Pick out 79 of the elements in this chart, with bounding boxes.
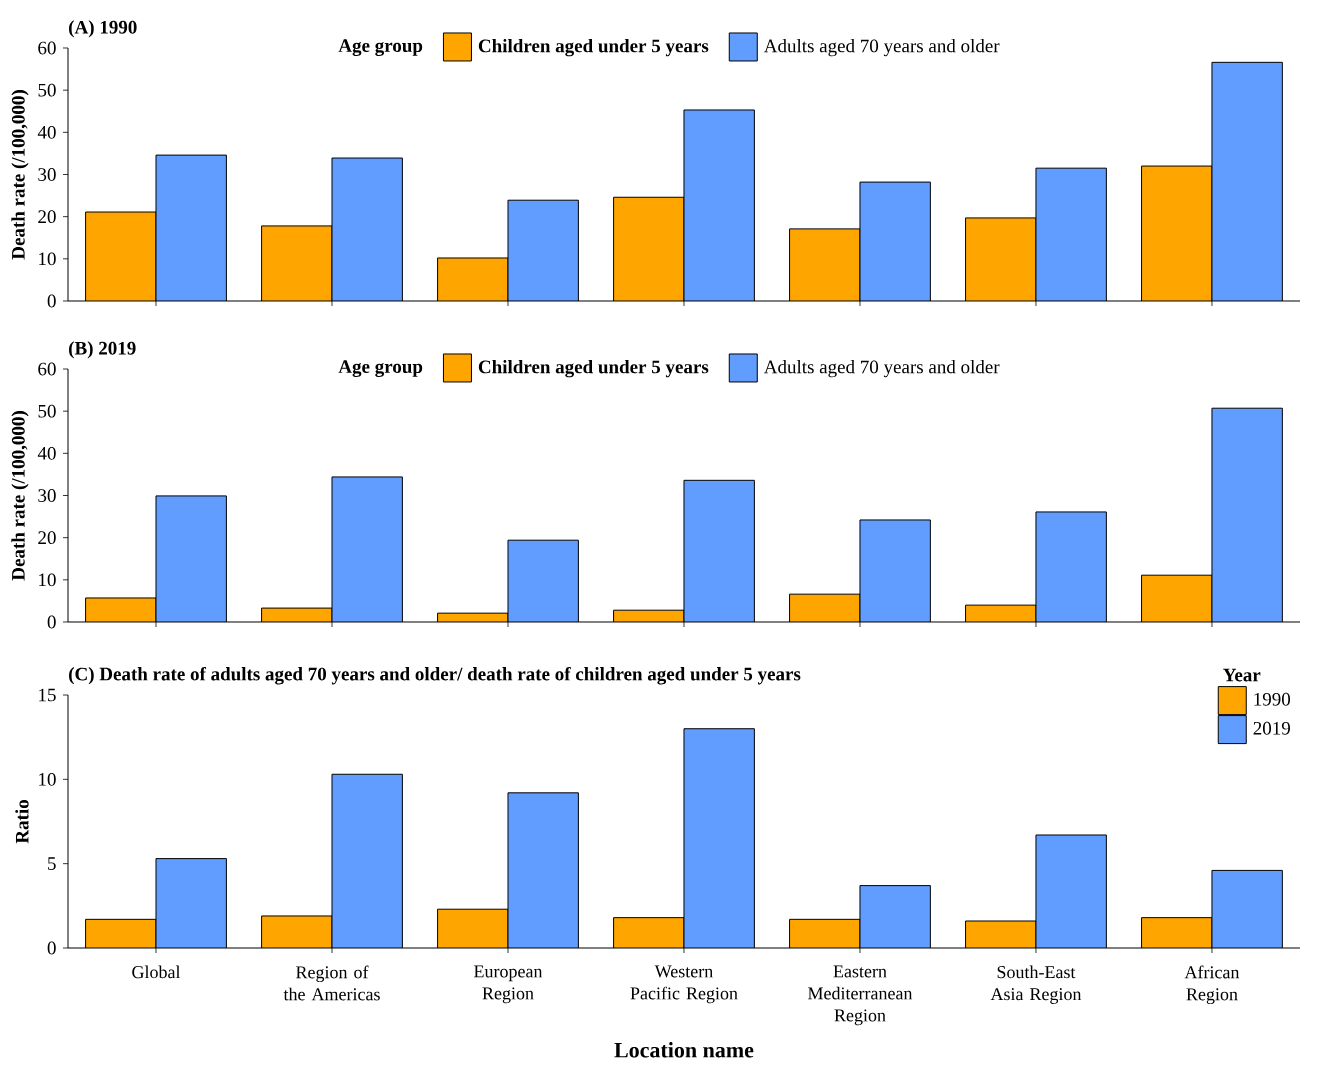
bar bbox=[859, 885, 931, 948]
y-axis-title: Death rate (/100,000) bbox=[11, 411, 29, 581]
y-tick-label: 5 bbox=[48, 857, 56, 870]
legend-label: Adults aged 70 years and older bbox=[763, 359, 1000, 378]
bar bbox=[437, 257, 509, 301]
bar bbox=[331, 774, 403, 948]
bar bbox=[789, 228, 861, 301]
y-tick-label: 0 bbox=[47, 294, 56, 308]
bar bbox=[859, 181, 931, 301]
bar bbox=[859, 519, 931, 622]
y-tick-label: 50 bbox=[38, 404, 56, 418]
y-tick-label: 30 bbox=[38, 168, 56, 181]
x-tick-label: African Region bbox=[1184, 965, 1240, 1005]
bar bbox=[1211, 61, 1283, 301]
bar bbox=[155, 154, 227, 301]
bar bbox=[261, 225, 333, 301]
legend-label: Adults aged 70 years and older bbox=[763, 38, 1000, 57]
bar bbox=[965, 217, 1037, 301]
y-tick-label: 15 bbox=[39, 688, 56, 702]
bar bbox=[507, 792, 579, 948]
bar bbox=[1141, 165, 1213, 301]
bar bbox=[1141, 917, 1213, 948]
y-tick-label: 40 bbox=[37, 125, 56, 139]
bar bbox=[156, 858, 227, 948]
bar bbox=[965, 921, 1036, 948]
bar bbox=[507, 199, 579, 301]
bar bbox=[1035, 834, 1107, 948]
legend-label: Children aged under 5 years bbox=[478, 359, 709, 378]
bar bbox=[261, 915, 332, 948]
y-tick-label: 0 bbox=[47, 615, 56, 629]
legend-label: Children aged under 5 years bbox=[478, 38, 709, 57]
bar bbox=[1141, 574, 1213, 622]
y-tick-label: 60 bbox=[38, 41, 56, 55]
x-tick-label: Eastern Mediterranean Region bbox=[808, 965, 913, 1026]
y-tick-label: 20 bbox=[38, 531, 56, 545]
bar bbox=[1035, 167, 1107, 301]
y-tick-label: 10 bbox=[39, 772, 56, 786]
chart-title: (B) 2019 bbox=[69, 341, 136, 359]
x-tick-label: South-East Asia Region bbox=[990, 965, 1082, 1004]
bar bbox=[507, 539, 579, 622]
bar bbox=[437, 909, 508, 948]
bar bbox=[683, 728, 755, 948]
y-tick-label: 40 bbox=[37, 446, 56, 460]
y-tick-label: 20 bbox=[38, 210, 56, 224]
bar bbox=[85, 919, 156, 948]
y-axis-title: Ratio bbox=[15, 800, 29, 844]
x-tick-label: Global bbox=[132, 965, 181, 979]
bar bbox=[155, 495, 227, 622]
bar bbox=[331, 157, 403, 301]
x-tick-label: Western Pacific Region bbox=[630, 965, 738, 1004]
legend-title: Year bbox=[1223, 668, 1261, 682]
bar bbox=[789, 593, 861, 622]
legend-label: 2019 bbox=[1253, 721, 1290, 735]
bar bbox=[331, 476, 403, 622]
bar bbox=[1211, 869, 1283, 948]
chart-title: (A) 1990 bbox=[69, 20, 137, 38]
y-tick-label: 50 bbox=[38, 83, 56, 97]
y-tick-label: 10 bbox=[39, 573, 56, 587]
x-tick-label: European Region bbox=[474, 965, 543, 1004]
bar bbox=[85, 211, 157, 301]
y-axis-title: Death rate (/100,000) bbox=[11, 90, 29, 260]
chart-title: (C) Death rate of adults aged 70 years and older/ death rate of children aged under 5 years bbox=[69, 666, 801, 685]
bar bbox=[85, 597, 157, 622]
bar bbox=[1035, 511, 1107, 622]
legend-title: Age group bbox=[338, 360, 423, 378]
bar bbox=[1211, 407, 1283, 622]
y-tick-label: 30 bbox=[38, 489, 56, 502]
x-axis-title: Location name bbox=[614, 1042, 754, 1058]
legend-title: Age group bbox=[338, 39, 423, 57]
y-tick-label: 60 bbox=[38, 362, 56, 376]
bar bbox=[683, 109, 755, 301]
bar bbox=[613, 917, 684, 948]
x-tick-label: Region of the Americas bbox=[283, 965, 380, 1001]
legend-label: 1990 bbox=[1254, 692, 1291, 706]
bar bbox=[613, 196, 685, 301]
bar bbox=[789, 919, 860, 948]
y-tick-label: 10 bbox=[39, 252, 56, 266]
bar bbox=[683, 479, 755, 622]
y-tick-label: 0 bbox=[47, 941, 56, 955]
